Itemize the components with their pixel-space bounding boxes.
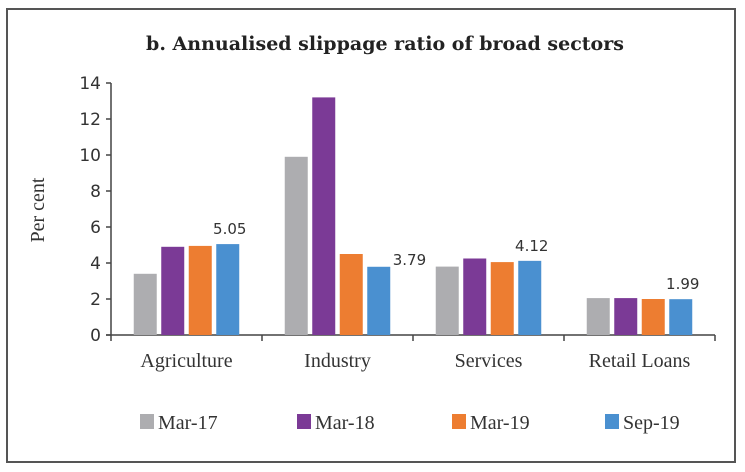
bar-mar-19-services <box>490 262 514 335</box>
y-axis: 0 2 4 6 8 10 12 14 <box>79 74 112 346</box>
legend-label: Mar-18 <box>315 412 375 434</box>
x-tick-label: Retail Loans <box>589 350 691 372</box>
y-tick-label: 4 <box>90 254 101 274</box>
x-tick-label: Services <box>455 350 523 372</box>
bar-mar-18-industry <box>312 97 336 336</box>
legend-label: Sep-19 <box>623 412 680 434</box>
bar-mar-17-industry <box>284 156 308 335</box>
x-tick-label: Industry <box>304 350 371 372</box>
data-labels: 5.05 3.79 4.12 1.99 <box>213 220 699 293</box>
bar-sep-19-agriculture <box>216 244 240 335</box>
bar-sep-19-retail-loans <box>669 299 693 335</box>
data-label: 3.79 <box>393 251 426 269</box>
legend-swatch-mar-17 <box>140 414 154 429</box>
bars <box>133 97 693 336</box>
bar-mar-17-services <box>435 266 459 335</box>
x-tick-label: Agriculture <box>140 350 232 372</box>
legend-label: Mar-19 <box>470 412 530 434</box>
y-tick-label: 6 <box>90 218 101 238</box>
bar-mar-18-retail-loans <box>614 298 638 335</box>
chart-title: b. Annualised slippage ratio of broad se… <box>146 33 624 55</box>
legend-swatch-sep-19 <box>605 414 619 429</box>
legend-label: Mar-17 <box>158 412 218 434</box>
y-tick-label: 8 <box>90 182 101 202</box>
bar-mar-18-services <box>463 258 487 335</box>
legend-swatch-mar-18 <box>297 414 311 429</box>
legend-swatch-mar-19 <box>452 414 466 429</box>
y-tick-label: 14 <box>79 74 101 94</box>
bar-mar-19-industry <box>339 254 363 335</box>
bar-mar-18-agriculture <box>161 246 185 335</box>
legend: Mar-17 Mar-18 Mar-19 Sep-19 <box>140 412 680 434</box>
y-tick-label: 10 <box>79 146 101 166</box>
x-axis: Agriculture Industry Services Retail Loans <box>106 334 716 372</box>
y-tick-label: 0 <box>90 326 101 346</box>
bar-mar-19-retail-loans <box>641 299 665 335</box>
bar-mar-17-agriculture <box>133 273 157 335</box>
bar-mar-17-retail-loans <box>586 298 610 335</box>
bar-sep-19-industry <box>367 266 391 335</box>
data-label: 1.99 <box>666 275 699 293</box>
chart-frame <box>6 8 736 463</box>
y-axis-label: Per cent <box>27 177 49 242</box>
bar-mar-19-agriculture <box>188 245 212 335</box>
y-tick-label: 2 <box>90 290 101 310</box>
y-tick-label: 12 <box>79 110 101 130</box>
data-label: 5.05 <box>213 220 246 238</box>
bar-sep-19-services <box>518 260 542 335</box>
data-label: 4.12 <box>515 237 548 255</box>
